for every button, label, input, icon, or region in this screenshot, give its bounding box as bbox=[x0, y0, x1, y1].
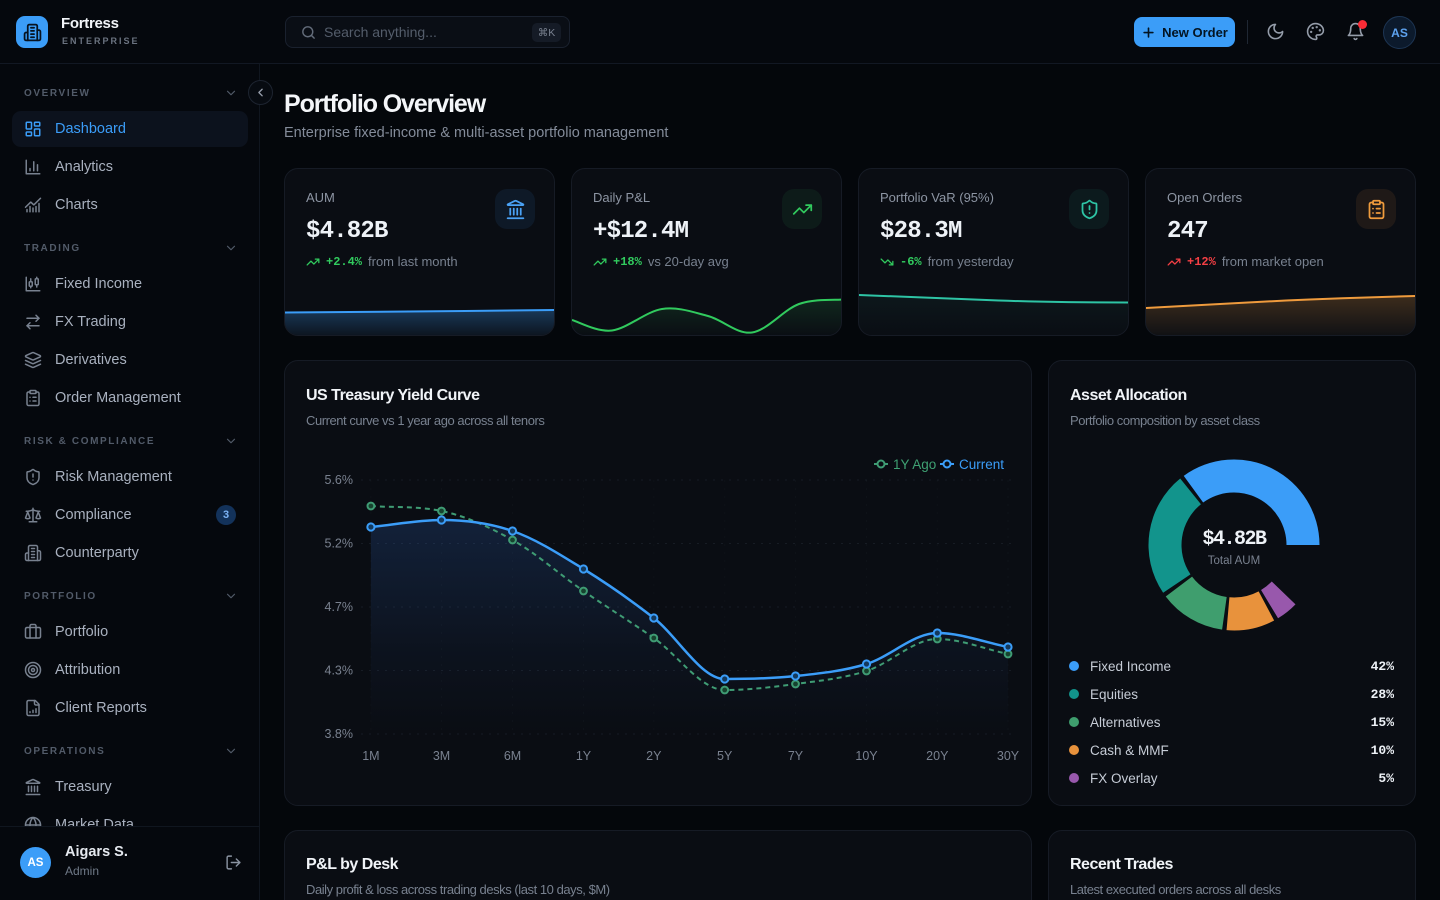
svg-text:4.7%: 4.7% bbox=[325, 600, 354, 614]
svg-text:10Y: 10Y bbox=[855, 749, 878, 763]
svg-text:30Y: 30Y bbox=[997, 749, 1020, 763]
svg-text:1Y: 1Y bbox=[576, 749, 592, 763]
svg-text:3M: 3M bbox=[433, 749, 450, 763]
svg-text:7Y: 7Y bbox=[788, 749, 804, 763]
svg-text:$4.82B: $4.82B bbox=[1202, 528, 1267, 551]
svg-text:20Y: 20Y bbox=[926, 749, 949, 763]
svg-text:Total AUM: Total AUM bbox=[1208, 555, 1260, 567]
svg-text:6M: 6M bbox=[504, 749, 521, 763]
svg-text:2Y: 2Y bbox=[646, 749, 662, 763]
svg-text:Current: Current bbox=[959, 457, 1004, 472]
svg-text:1M: 1M bbox=[362, 749, 379, 763]
svg-text:5.6%: 5.6% bbox=[325, 473, 354, 487]
svg-text:1Y Ago: 1Y Ago bbox=[893, 457, 936, 472]
svg-text:4.3%: 4.3% bbox=[325, 664, 354, 678]
svg-text:5.2%: 5.2% bbox=[325, 537, 354, 551]
svg-text:3.8%: 3.8% bbox=[325, 727, 354, 741]
svg-text:5Y: 5Y bbox=[717, 749, 733, 763]
